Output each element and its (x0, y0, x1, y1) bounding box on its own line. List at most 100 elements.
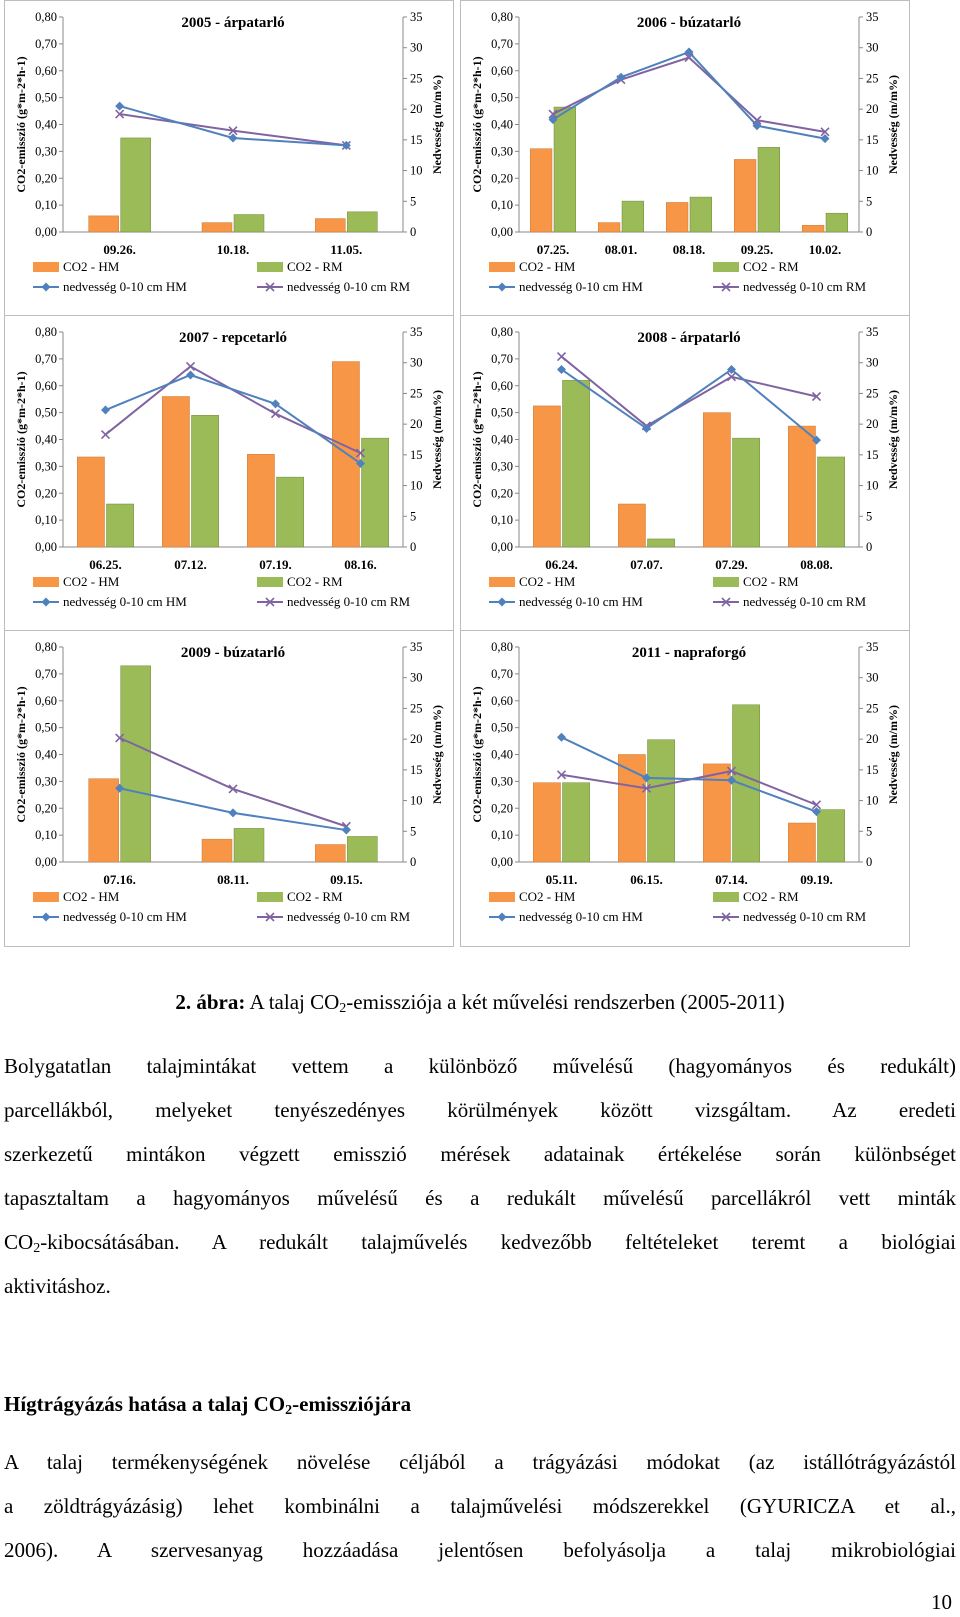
chart-2009: 2009 - búzatarló 0,80 0,70 0,60 0,50 0,40 0,30… (4, 630, 454, 947)
y-axis-label: CO2-emisszió (g*m-2*h-1) (470, 371, 484, 507)
legend-marker-hm (497, 597, 507, 607)
cross-stroke (752, 115, 762, 125)
y2-axis-label: Nedvesség (m/m%) (886, 705, 900, 804)
point-moisture-rm (752, 115, 762, 125)
legend-swatch-hm-bar (489, 892, 515, 902)
cross-stroke (115, 733, 125, 743)
y-tick-label: 0,60 (491, 64, 513, 78)
chart-svg: 2008 - árpatarló 0,80 0,70 0,60 0,50 0,40 0,30… (470, 325, 900, 609)
co2-text: CO (4, 1230, 34, 1254)
y2-tick-label: 35 (866, 325, 879, 339)
y-axis-label: CO2-emisszió (g*m-2*h-1) (14, 371, 28, 507)
y2-tick-label: 35 (410, 10, 423, 24)
cross-stroke (721, 282, 731, 292)
bar-co2-hm (788, 822, 816, 863)
paragraph-line: A talaj termékenységének növelése céljáb… (4, 1450, 956, 1474)
point-moisture-hm (820, 134, 830, 144)
point-moisture-rm (228, 784, 238, 794)
chart-2008: 2008 - árpatarló 0,80 0,70 0,60 0,50 0,40 0,30… (460, 315, 910, 632)
cross-stroke (721, 597, 731, 607)
legend-swatch-hm-bar (33, 262, 59, 272)
cross-stroke (684, 52, 694, 63)
legend-label: nedvesség 0-10 cm HM (63, 594, 187, 609)
heading-sub: 2 (285, 1403, 293, 1418)
bar-co2-hm (201, 222, 233, 233)
legend-label: CO2 - HM (63, 889, 120, 904)
y-tick-label: 0,40 (35, 748, 57, 762)
x-tick-label: 08.18. (673, 242, 706, 257)
bar-co2-rm (562, 380, 590, 548)
point-moisture-hm (557, 364, 566, 374)
bar-co2-hm (88, 215, 119, 233)
legend-marker-hm (41, 282, 51, 292)
cross-stroke (811, 800, 822, 810)
y-tick-label: 0,20 (491, 801, 513, 815)
x-tick-label: 09.15. (330, 872, 363, 887)
y2-tick-label: 35 (866, 10, 879, 24)
legend-label: nedvesség 0-10 cm HM (63, 909, 187, 924)
point-moisture-rm (115, 109, 125, 119)
point-moisture-rm (684, 52, 694, 63)
bar-co2-rm (120, 665, 151, 863)
legend-marker-rm (721, 912, 731, 922)
point-moisture-rm (556, 352, 567, 362)
y2-tick-label: 10 (866, 164, 879, 178)
point-moisture-hm (812, 807, 821, 817)
point-moisture-rm (548, 109, 558, 119)
point-moisture-rm (726, 372, 737, 382)
y-tick-label: 0,30 (491, 459, 513, 473)
y2-tick-label: 5 (866, 824, 872, 838)
cross-stroke (556, 352, 567, 362)
cross-stroke (100, 430, 111, 440)
x-tick-label: 08.01. (605, 242, 638, 257)
bar-co2-rm (647, 538, 675, 548)
cross-stroke (228, 784, 238, 794)
paragraph-line: CO2-kibocsátásában. A redukált talajműve… (4, 1220, 956, 1264)
caption-label: 2. ábra: (175, 990, 246, 1014)
x-tick-label: 06.25. (89, 557, 122, 572)
chart-2006: 2006 - búzatarló 0,80 0,70 0,60 0,50 0,40 0,30… (460, 0, 910, 317)
y-tick-label: 0,20 (35, 486, 57, 500)
cross-stroke (548, 109, 558, 119)
legend-marker-hm (41, 597, 51, 607)
cross-stroke (820, 127, 830, 137)
heading-text-a: Hígtrágyázás hatása a talaj CO (4, 1392, 286, 1416)
bar-co2-hm (618, 754, 646, 863)
point-moisture-rm (270, 409, 281, 419)
x-tick-label: 10.18. (217, 242, 250, 257)
page-number: 10 (931, 1590, 952, 1614)
y2-tick-label: 0 (410, 540, 416, 554)
y2-tick-label: 5 (410, 194, 416, 208)
paragraph-line: aktivitáshoz. (4, 1274, 111, 1298)
bar-co2-rm (732, 704, 760, 863)
y2-tick-label: 15 (866, 133, 879, 147)
legend-swatch-rm-bar (713, 262, 739, 272)
y-tick-label: 0,10 (491, 513, 513, 527)
chart-svg: 2011 - napraforgó 0,80 0,70 0,60 0,50 0,40 0,3… (470, 640, 900, 924)
legend-label: CO2 - HM (519, 889, 576, 904)
bar-co2-hm (77, 456, 105, 548)
chart-title: 2011 - napraforgó (632, 645, 746, 661)
y2-tick-label: 20 (410, 417, 423, 431)
cross-stroke (228, 126, 238, 136)
cross-stroke (265, 597, 275, 607)
y2-tick-label: 20 (410, 102, 423, 116)
cross-stroke (726, 372, 737, 382)
bar-co2-rm (276, 476, 304, 548)
y2-tick-label: 5 (866, 509, 872, 523)
x-tick-label: 09.25. (741, 242, 774, 257)
legend-marker-rm (265, 912, 275, 922)
bar-co2-rm (562, 782, 590, 863)
y-tick-label: 0,50 (35, 721, 57, 735)
y-tick-label: 0,80 (491, 640, 513, 654)
y2-tick-label: 35 (866, 640, 879, 654)
chart-svg: 2007 - repcetarló 0,80 0,70 0,60 0,50 0,40 0,3… (14, 325, 444, 609)
paragraph-line: a zöldtrágyázásig) lehet kombinálni a ta… (4, 1494, 956, 1518)
y2-tick-label: 10 (410, 794, 423, 808)
y-tick-label: 0,00 (35, 540, 57, 554)
point-moisture-hm (642, 423, 651, 433)
bar-co2-rm (120, 137, 151, 233)
y2-tick-label: 0 (866, 855, 872, 869)
point-moisture-rm (556, 770, 567, 780)
bar-co2-rm (361, 437, 389, 548)
